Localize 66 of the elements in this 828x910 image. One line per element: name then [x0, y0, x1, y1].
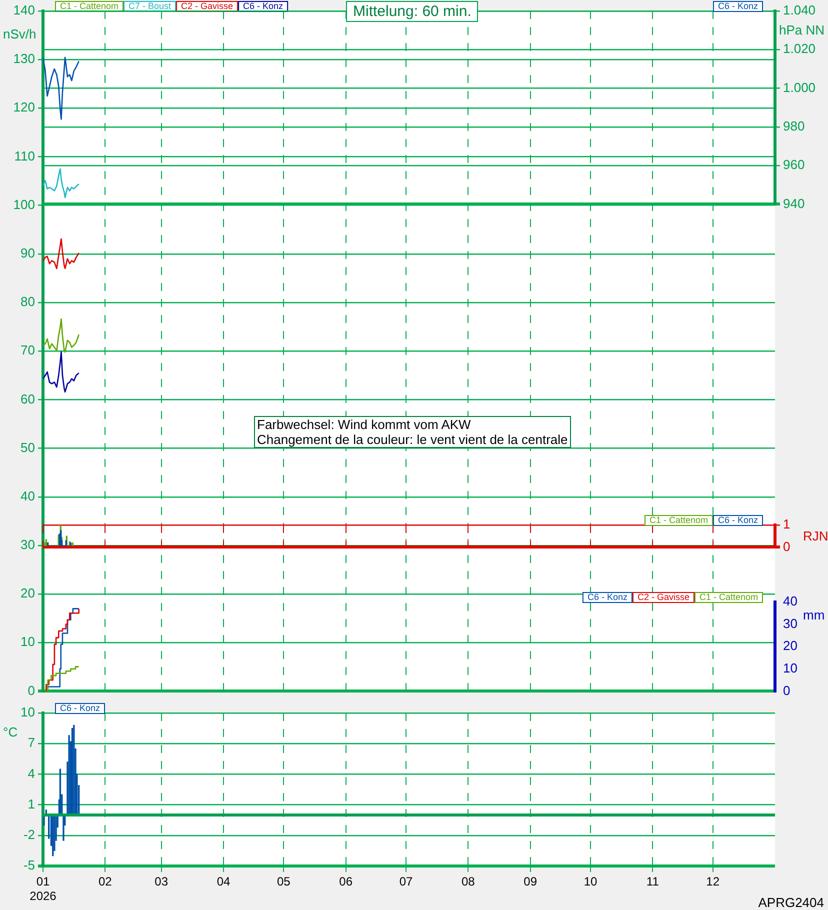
y-tick-label: 110 — [14, 148, 35, 164]
y-tick-label: -5 — [23, 858, 35, 873]
y-tick-label: 0 — [28, 682, 35, 698]
y-tick-label: 50 — [20, 440, 35, 455]
y-tick-label: 20 — [20, 586, 35, 601]
y2-tick-label: 960 — [783, 157, 805, 172]
text: C6 - Konz — [718, 514, 758, 525]
series-label: C6 - Konz — [60, 702, 101, 713]
y-tick-label: 70 — [20, 342, 35, 358]
x-tick-label: 09 — [524, 874, 538, 889]
x-tick-label: 10 — [584, 874, 598, 889]
x-tick-label: 03 — [154, 874, 168, 889]
x-tick-label: 11 — [646, 874, 660, 889]
y-tick-label: 10 — [20, 634, 35, 650]
y-tick-label: 60 — [20, 391, 35, 406]
y2-tick-label: 20 — [783, 638, 798, 654]
y-tick-label: 130 — [13, 51, 35, 66]
y-tick-label: -2 — [23, 826, 35, 842]
text: C6 - Konz — [243, 0, 284, 11]
y-tick-label: 90 — [20, 246, 35, 261]
x-tick-label: 01 2026 — [30, 874, 57, 903]
text: APRG2404 — [758, 895, 824, 910]
y-tick-label: 140 — [13, 2, 35, 18]
y-tick-label: 30 — [20, 537, 35, 552]
text: C6 - Konz — [587, 592, 628, 602]
text: C1 - Cattenom — [60, 0, 119, 11]
text: C2 - Gavisse — [181, 0, 234, 11]
y-tick-label: 4 — [28, 766, 35, 781]
y2-tick-label: 0 — [783, 538, 790, 554]
y-axis-title: °C — [3, 724, 18, 740]
annotation: Farbwechsel: Wind kommt vom AKW — [257, 417, 472, 432]
y2-axis-title: mm — [803, 608, 825, 623]
x-tick-label: 06 — [339, 874, 353, 889]
y2-tick-label: 940 — [783, 196, 805, 211]
y2-tick-label: 1.000 — [783, 80, 816, 95]
y-tick-label: 40 — [20, 488, 35, 504]
y2-tick-label: 1 — [783, 516, 790, 532]
chart-title: Mittelung: 60 min. — [346, 1, 478, 22]
y-tick-label: 1 — [28, 796, 35, 812]
y2-tick-label: 980 — [783, 118, 805, 134]
y2-tick-label: 0 — [783, 682, 790, 698]
x-tick-label: 05 — [276, 874, 291, 889]
y2-tick-label: 1.040 — [783, 2, 816, 18]
x-tick-label: 12 — [706, 874, 720, 889]
y2-tick-label: 10 — [783, 660, 798, 676]
text: C1 - Cattenom — [649, 514, 708, 525]
y-tick-label: 7 — [28, 735, 35, 750]
text: C1 - Cattenom — [699, 592, 758, 602]
y-tick-label: 10 — [20, 704, 35, 720]
y2-tick-label: 30 — [783, 616, 798, 631]
y-axis-title: nSv/h — [3, 26, 36, 42]
y-tick-label: 120 — [13, 100, 35, 115]
x-tick-label: 07 — [399, 874, 413, 889]
y2-tick-label: 40 — [783, 594, 798, 609]
annotation: Changement de la couleur: le vent vient de la centrale — [257, 432, 568, 447]
y-tick-label: 100 — [13, 196, 35, 212]
x-tick-label: 08 — [461, 874, 476, 889]
x-tick-label: 04 — [216, 874, 230, 889]
text: C7 - Boust — [128, 0, 172, 11]
y2-axis-title: hPa NN — [779, 22, 825, 38]
y2-tick-label: 1.020 — [783, 41, 816, 56]
y-tick-label: 80 — [20, 294, 35, 310]
text: C6 - Konz — [718, 0, 758, 11]
text: C2 - Gavisse — [637, 592, 690, 602]
x-tick-label: 02 — [98, 874, 112, 889]
y2-axis-title: RJN — [803, 528, 828, 544]
